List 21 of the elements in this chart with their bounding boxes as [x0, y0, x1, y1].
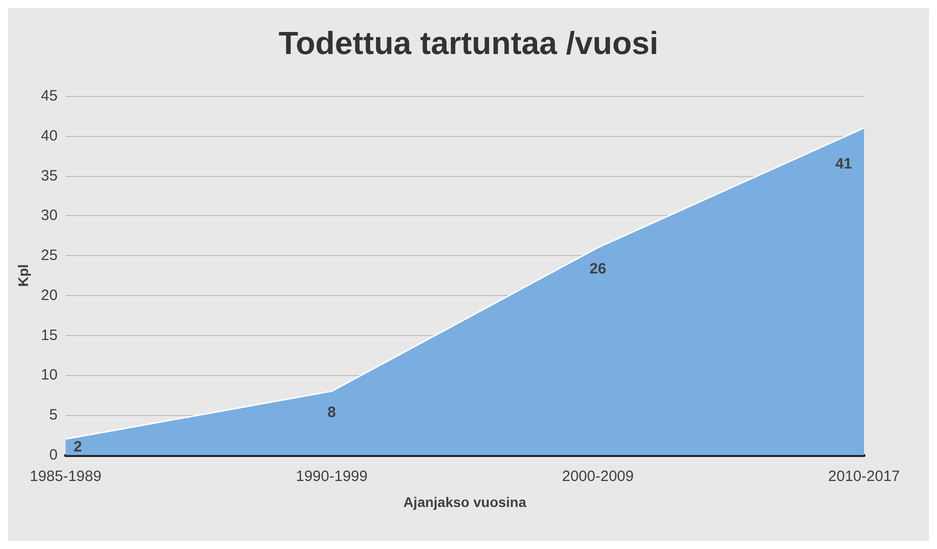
x-axis-title: Ajanjakso vuosina [403, 494, 526, 510]
y-tick-label: 25 [40, 247, 58, 264]
x-tick-label: 1985-1989 [30, 468, 102, 485]
data-label: 8 [328, 404, 336, 422]
x-tick-label: 2000-2009 [562, 468, 634, 485]
data-label: 2 [74, 438, 82, 456]
y-tick-label: 15 [40, 326, 58, 344]
y-tick-label: 40 [40, 127, 58, 144]
chart-title: Todettua tartuntaa /vuosi [278, 25, 658, 61]
data-label: 41 [835, 155, 852, 172]
y-tick-label: 35 [40, 167, 58, 184]
y-tick-label: 45 [40, 88, 58, 104]
y-tick-label: 30 [40, 207, 58, 224]
y-tick-label: 10 [40, 366, 58, 384]
y-axis-title: Kpl [15, 264, 31, 287]
y-tick-label: 20 [40, 286, 58, 304]
x-tick-label: 1990-1999 [296, 468, 368, 485]
y-tick-label: 0 [49, 446, 58, 464]
y-tick-label: 5 [49, 406, 58, 424]
data-label: 26 [590, 260, 606, 278]
x-tick-label: 2010-2017 [828, 468, 900, 485]
